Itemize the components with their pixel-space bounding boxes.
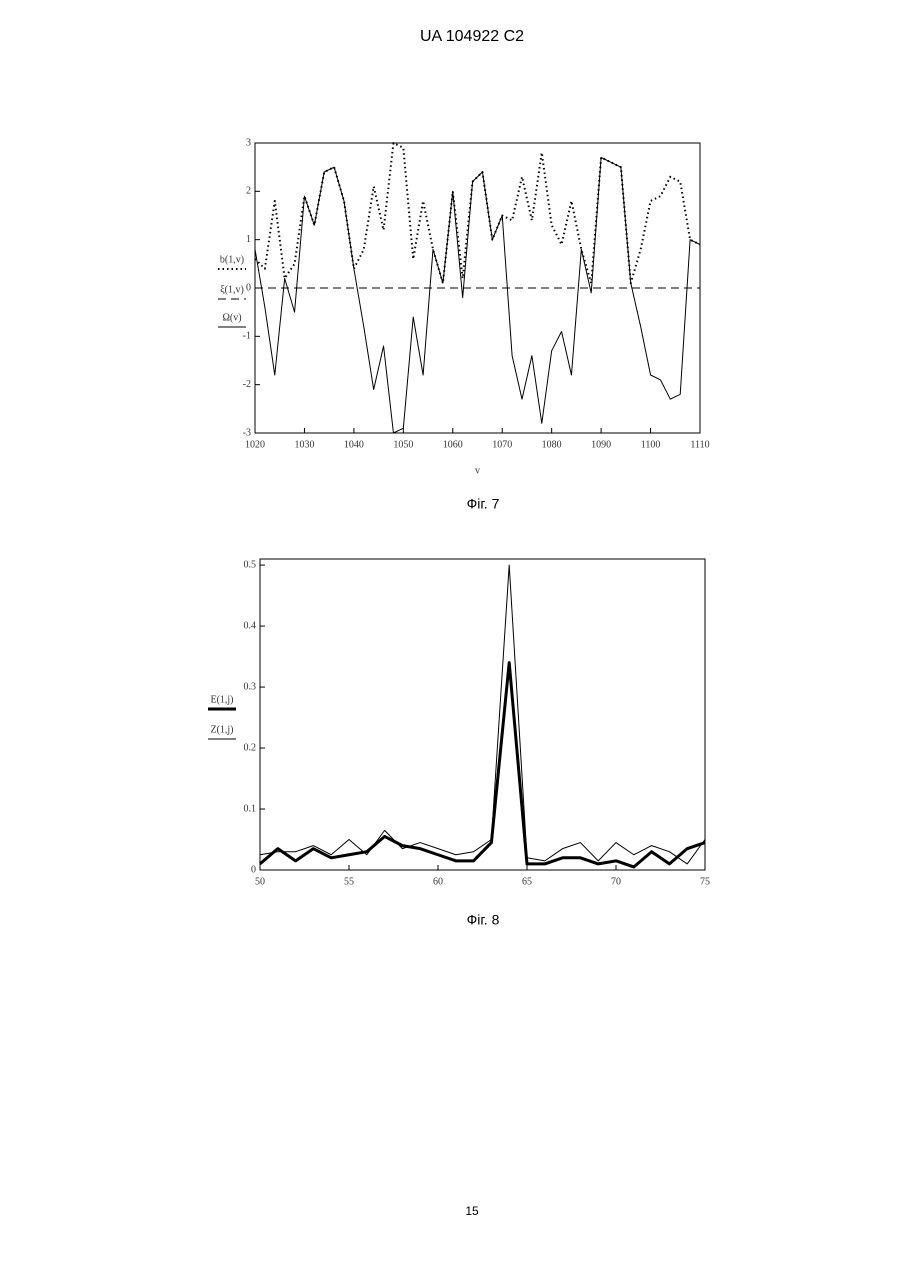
x-tick-label: 1030 xyxy=(294,439,314,450)
plot-frame xyxy=(260,559,705,870)
x-tick-label: 65 xyxy=(522,876,532,887)
page-number: 15 xyxy=(465,1204,479,1218)
y-tick-label: -1 xyxy=(243,331,251,342)
x-tick-label: 1070 xyxy=(492,439,512,450)
x-tick-label: 70 xyxy=(611,876,621,887)
y-tick-label: 1 xyxy=(246,234,251,245)
y-tick-label: 0 xyxy=(251,864,256,875)
y-tick-label: 2 xyxy=(246,186,251,197)
y-tick-label: 0 xyxy=(246,282,251,293)
x-axis-label: v xyxy=(475,465,480,476)
x-tick-label: 1110 xyxy=(690,439,709,450)
y-tick-label: 3 xyxy=(246,137,251,148)
series-line xyxy=(260,565,705,864)
legend-label: Z(1,j) xyxy=(210,724,233,735)
header: UA 104922 C2 xyxy=(420,28,524,45)
caption: Фіг. 8 xyxy=(467,912,500,928)
legend-label: b(1,v) xyxy=(220,254,244,265)
y-tick-label: 0.4 xyxy=(244,620,257,631)
series-line xyxy=(255,158,700,434)
x-tick-label: 1050 xyxy=(393,439,413,450)
x-tick-label: 1020 xyxy=(245,439,265,450)
x-tick-label: 60 xyxy=(433,876,443,887)
x-tick-label: 55 xyxy=(344,876,354,887)
legend-label: Ω(v) xyxy=(222,312,241,323)
x-tick-label: 75 xyxy=(700,876,710,887)
x-tick-label: 1060 xyxy=(443,439,463,450)
x-tick-label: 1090 xyxy=(591,439,611,450)
y-tick-label: -3 xyxy=(243,427,251,438)
page: UA 104922 C2 Фіг. 7 Фіг. 8 15 3 2 1 0 -1 -2 -3… xyxy=(0,0,901,1273)
y-tick-label: 0.2 xyxy=(244,742,257,753)
y-tick-label: -2 xyxy=(243,379,251,390)
y-tick-label: 0.3 xyxy=(244,681,257,692)
series-line xyxy=(260,663,705,867)
caption: Фіг. 7 xyxy=(467,496,500,512)
y-tick-label: 0.1 xyxy=(244,803,257,814)
series-line xyxy=(255,143,700,283)
x-tick-label: 1040 xyxy=(344,439,364,450)
x-tick-label: 1080 xyxy=(542,439,562,450)
x-tick-label: 50 xyxy=(255,876,265,887)
x-tick-label: 1100 xyxy=(641,439,661,450)
legend-label: E(1,j) xyxy=(210,694,233,705)
legend-label: ξ(1,v) xyxy=(220,284,244,295)
y-tick-label: 0.5 xyxy=(244,559,257,570)
